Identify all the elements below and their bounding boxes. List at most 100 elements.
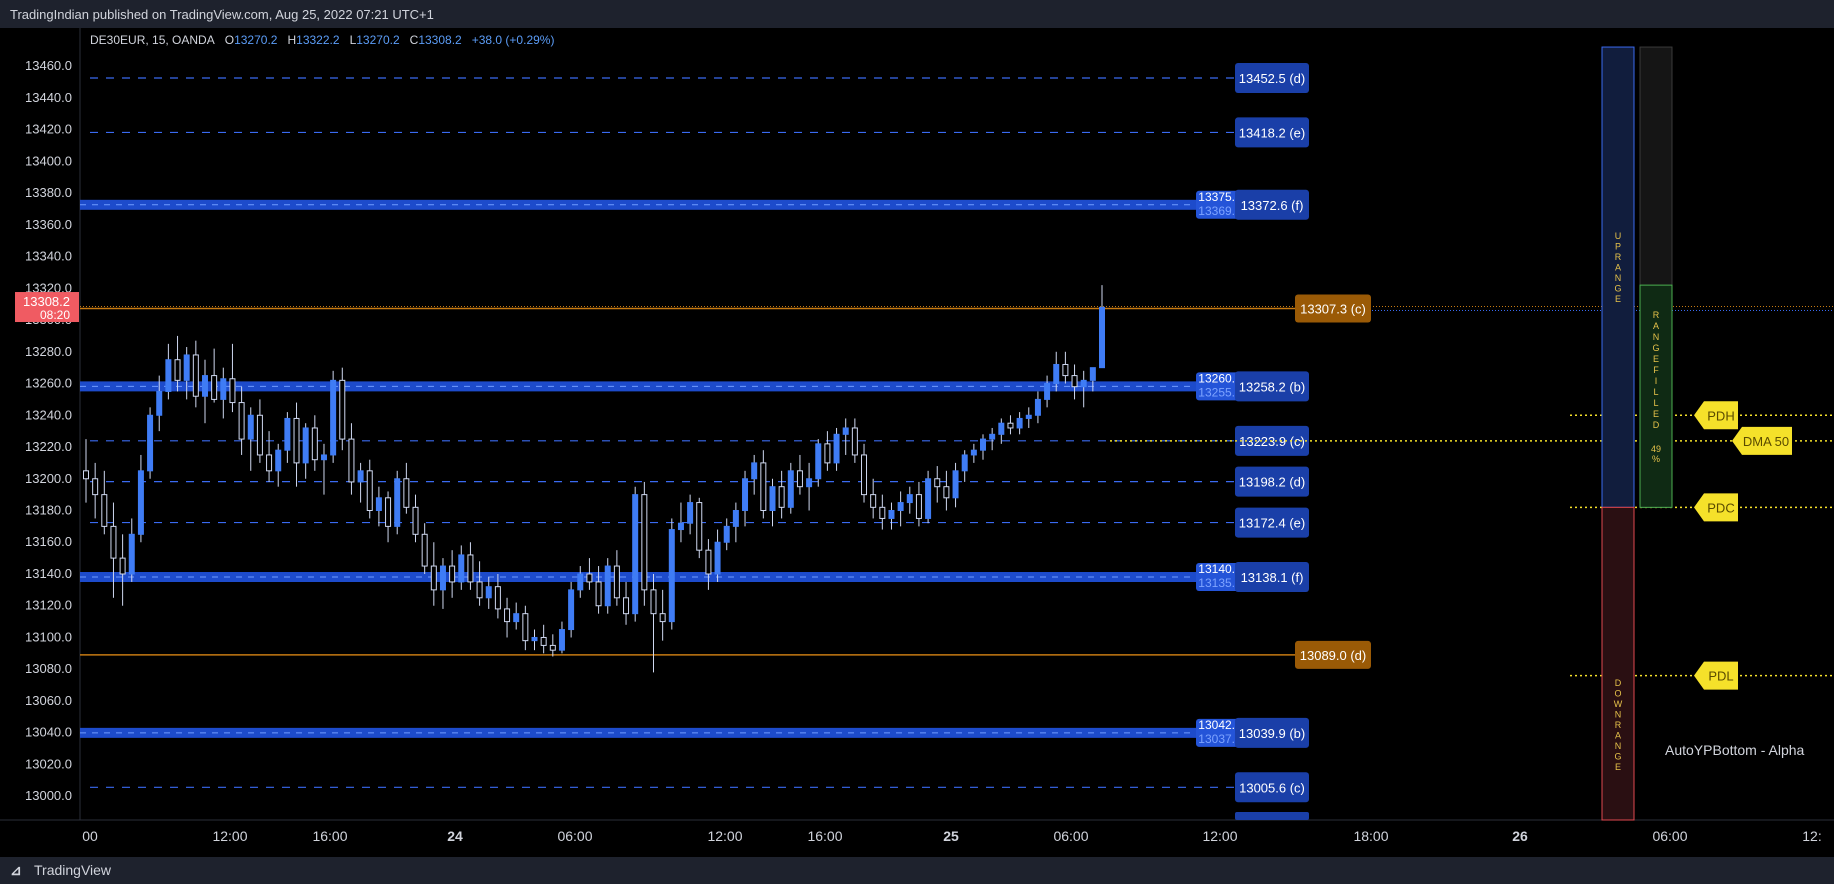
down-range-letter: N — [1615, 741, 1622, 751]
candle-body — [366, 470, 373, 512]
orange-level-label-box — [1295, 640, 1371, 669]
candle-body — [110, 525, 117, 559]
x-tick-label: 12:00 — [1202, 828, 1237, 844]
candle-body — [668, 529, 675, 623]
legend-h-label: H — [287, 33, 297, 47]
candle-body — [165, 359, 172, 392]
candle-body — [696, 502, 703, 551]
candle-body — [449, 565, 456, 583]
yellow-tag — [1694, 493, 1738, 522]
candle-body — [723, 525, 730, 543]
y-tick-label: 13160.0 — [25, 534, 72, 549]
candle-body — [1062, 363, 1069, 377]
level-label-text: 13039.9 (b) — [1239, 726, 1306, 741]
candle-body — [348, 438, 355, 483]
level-label-text: 13005.6 (c) — [1239, 780, 1305, 795]
band-lower-label: 13135.7 — [1198, 576, 1242, 590]
candle-body — [1053, 363, 1060, 385]
candle-body — [1099, 306, 1105, 369]
candle-body — [192, 354, 199, 397]
candle-body — [833, 433, 840, 464]
band-upper-label: 13140.5 — [1198, 562, 1242, 576]
level-label-box — [1235, 62, 1309, 93]
up-range-letter: G — [1614, 284, 1621, 294]
candle-body — [943, 486, 950, 499]
candle-body — [632, 494, 639, 615]
y-tick-label: 13000.0 — [25, 788, 72, 803]
candle-body — [1071, 375, 1078, 388]
x-tick-label: 16:00 — [312, 828, 347, 844]
candle-body — [888, 510, 895, 519]
y-tick-label: 13320.0 — [25, 280, 72, 295]
candle-body — [1089, 367, 1096, 381]
candle-body — [229, 378, 236, 404]
candle-body — [375, 497, 382, 512]
candle-body — [796, 470, 803, 488]
candle-body — [403, 478, 410, 508]
candle-body — [247, 414, 254, 440]
last-price-value: 13308.2 — [23, 294, 70, 309]
down-range-letter: N — [1615, 710, 1622, 720]
candle-body — [494, 586, 501, 610]
y-tick-label: 13420.0 — [25, 122, 72, 137]
range-filled-letter: F — [1653, 365, 1659, 375]
up-range-letter: A — [1615, 263, 1621, 273]
y-tick-label: 13380.0 — [25, 185, 72, 200]
candle-body — [531, 636, 538, 642]
level-label-text: 13452.5 (d) — [1239, 71, 1306, 86]
x-tick-label: 25 — [943, 828, 959, 844]
range-filled-percent: 49 — [1651, 444, 1661, 454]
range-filled-letter: G — [1652, 343, 1659, 353]
chart-canvas[interactable]: 13460.0 13440.0 13420.0 13400.0 13380.0 13360… — [0, 28, 1834, 857]
candle-body — [1034, 398, 1041, 416]
y-tick-label: 13100.0 — [25, 629, 72, 644]
candle-body — [742, 478, 749, 512]
candle-body — [760, 462, 767, 512]
symbol-legend: DE30EUR, 15, OANDA O13270.2 H13322.2 L13… — [90, 33, 554, 47]
candle-body — [558, 629, 565, 651]
legend-c-value: 13308.2 — [418, 33, 462, 47]
range-filled-percent-sign: % — [1652, 454, 1660, 464]
candle-body — [732, 510, 739, 527]
candle-body — [275, 449, 282, 472]
candle-body — [302, 427, 309, 464]
orange-level-label-box — [1295, 294, 1371, 323]
footer-brand[interactable]: TradingView — [34, 862, 112, 878]
candle-body — [156, 390, 163, 416]
candle-body — [128, 533, 135, 575]
candle-body — [513, 613, 520, 623]
candle-body — [467, 554, 474, 583]
legend-c-label: C — [409, 33, 419, 47]
y-tick-label: 13020.0 — [25, 756, 72, 771]
indicator-name: AutoYPBottom - Alpha — [1665, 742, 1805, 758]
y-tick-label: 13060.0 — [25, 693, 72, 708]
x-tick-label: 16:00 — [807, 828, 842, 844]
band-upper-label: 13375.8 — [1198, 190, 1242, 204]
candle-body — [311, 427, 318, 461]
x-tick-label: 00 — [82, 828, 98, 844]
legend-o-value: 13270.2 — [234, 33, 278, 47]
candle-body — [549, 644, 556, 651]
publish-header: TradingIndian published on TradingView.c… — [0, 0, 1834, 28]
y-tick-label: 13360.0 — [25, 217, 72, 232]
last-price-badge — [15, 292, 79, 323]
chart-frame[interactable]: 13460.0 13440.0 13420.0 13400.0 13380.0 13360… — [0, 28, 1834, 857]
candle-body — [394, 478, 401, 527]
level-label-text: 13198.2 (d) — [1239, 475, 1306, 490]
candle-body — [540, 636, 547, 646]
candle-body — [677, 522, 684, 531]
level-label-box — [1235, 371, 1309, 402]
candle-body — [815, 443, 822, 480]
level-label-text: 13372.6 (f) — [1241, 198, 1304, 213]
down-range-letter: G — [1614, 752, 1621, 762]
y-tick-label: 13080.0 — [25, 661, 72, 676]
candle-body — [421, 533, 428, 567]
candle-body — [201, 375, 208, 397]
level-label-text: 13418.2 (e) — [1239, 125, 1306, 140]
legend-h-value: 13322.2 — [296, 33, 340, 47]
candle-body — [998, 422, 1005, 435]
candle-body — [476, 581, 483, 599]
level-label-text: 13138.1 (f) — [1241, 570, 1304, 585]
candle-body — [641, 494, 648, 591]
legend-o-label: O — [224, 33, 235, 47]
